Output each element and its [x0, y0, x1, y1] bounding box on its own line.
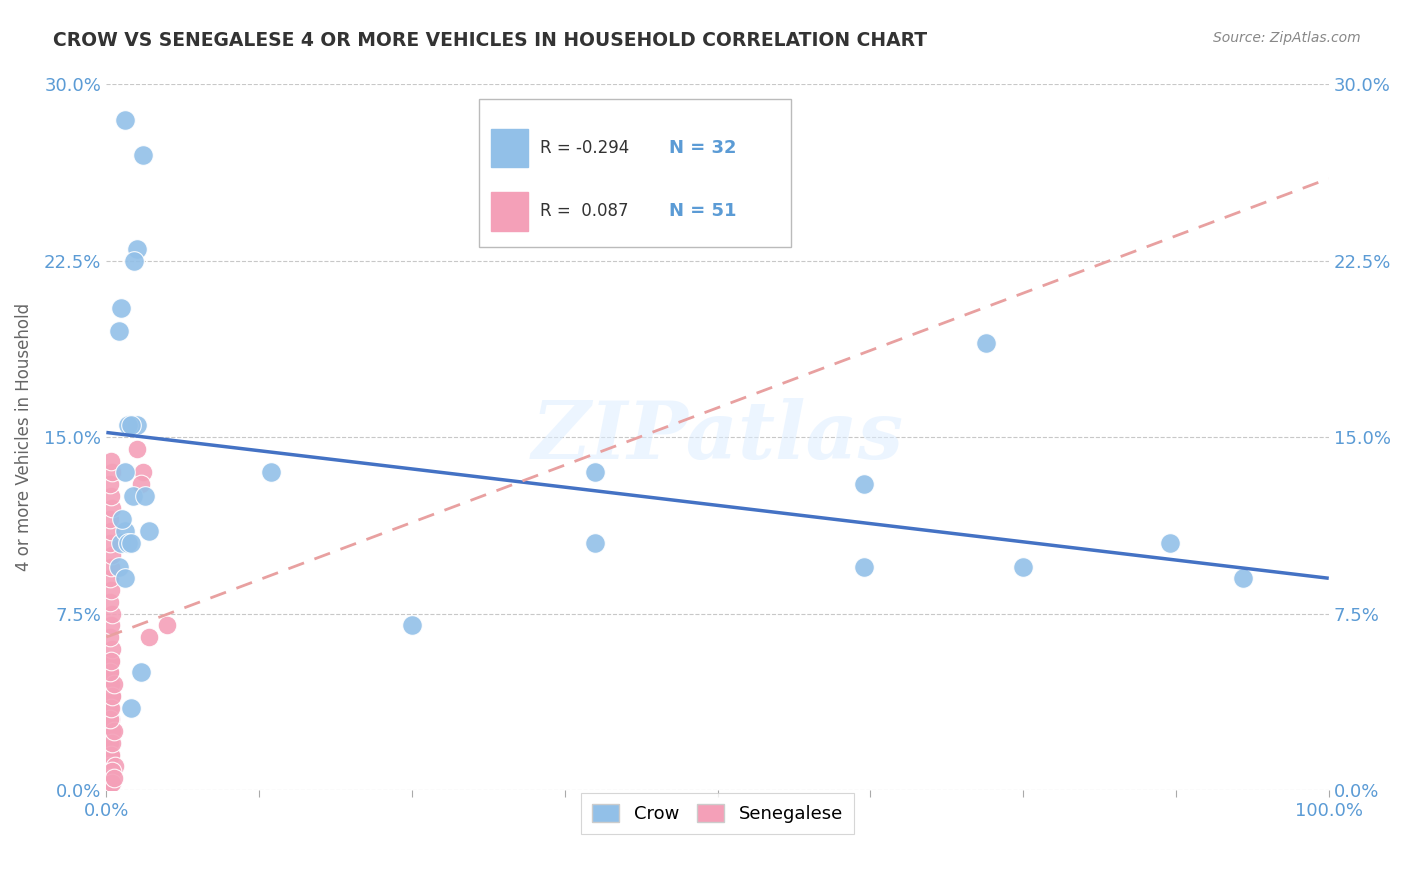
Point: [138, 524, 160, 539]
Point: [132, 148, 155, 162]
Point: [583, 466, 606, 480]
Point: [138, 630, 160, 644]
Point: [100, 559, 122, 574]
Point: [122, 489, 145, 503]
Legend: Crow, Senegalese: Crow, Senegalese: [581, 793, 853, 834]
Point: [98, 512, 121, 526]
Point: [110, 301, 132, 315]
Point: [101, 724, 124, 739]
Point: [114, 112, 136, 127]
Point: [120, 418, 142, 433]
Point: [103, 724, 125, 739]
Point: [101, 736, 124, 750]
Point: [100, 776, 122, 790]
Point: [1159, 536, 1181, 550]
Point: [101, 689, 124, 703]
Point: [98, 477, 121, 491]
Point: [103, 677, 125, 691]
Point: [104, 759, 127, 773]
Point: [260, 466, 283, 480]
Point: [125, 442, 148, 456]
Point: [125, 242, 148, 256]
Point: [583, 536, 606, 550]
Point: [125, 418, 148, 433]
Point: [98, 571, 121, 585]
Point: [101, 500, 124, 515]
Point: [100, 677, 122, 691]
Point: [129, 665, 152, 680]
Point: [100, 776, 122, 790]
Point: [98, 776, 121, 790]
Point: [98, 665, 121, 680]
Point: [110, 536, 132, 550]
Point: [120, 536, 142, 550]
Point: [134, 489, 156, 503]
Point: [98, 700, 121, 714]
Point: [100, 524, 122, 539]
Point: [100, 618, 122, 632]
Bar: [492, 128, 529, 168]
FancyBboxPatch shape: [479, 98, 792, 247]
Point: [98, 759, 121, 773]
Point: [98, 665, 121, 680]
Point: [117, 536, 139, 550]
Point: [124, 253, 146, 268]
Point: [101, 689, 124, 703]
Bar: [492, 192, 529, 231]
Point: [111, 512, 134, 526]
Point: [132, 466, 155, 480]
Point: [98, 630, 121, 644]
Point: [853, 559, 876, 574]
Point: [117, 418, 139, 433]
Point: [100, 654, 122, 668]
Point: [976, 336, 998, 351]
Point: [101, 466, 124, 480]
Point: [98, 736, 121, 750]
Text: R = -0.294: R = -0.294: [540, 139, 630, 157]
Point: [101, 641, 124, 656]
Point: [100, 582, 122, 597]
Text: N = 51: N = 51: [669, 202, 737, 220]
Point: [1012, 559, 1035, 574]
Text: ZIPatlas: ZIPatlas: [531, 399, 904, 476]
Y-axis label: 4 or more Vehicles in Household: 4 or more Vehicles in Household: [15, 303, 32, 571]
Point: [129, 477, 152, 491]
Point: [98, 771, 121, 785]
Point: [100, 453, 122, 467]
Point: [100, 700, 122, 714]
Point: [98, 712, 121, 726]
Point: [1232, 571, 1254, 585]
Point: [100, 489, 122, 503]
Point: [156, 618, 179, 632]
Point: [100, 712, 122, 726]
Text: Source: ZipAtlas.com: Source: ZipAtlas.com: [1213, 31, 1361, 45]
Point: [98, 759, 121, 773]
Point: [98, 595, 121, 609]
Text: N = 32: N = 32: [669, 139, 737, 157]
Point: [100, 654, 122, 668]
Text: CROW VS SENEGALESE 4 OR MORE VEHICLES IN HOUSEHOLD CORRELATION CHART: CROW VS SENEGALESE 4 OR MORE VEHICLES IN…: [53, 31, 928, 50]
Point: [101, 771, 124, 785]
Point: [120, 700, 142, 714]
Point: [101, 607, 124, 621]
Point: [103, 771, 125, 785]
Point: [98, 536, 121, 550]
Point: [853, 477, 876, 491]
Point: [114, 466, 136, 480]
Point: [100, 747, 122, 762]
Point: [107, 559, 129, 574]
Point: [101, 548, 124, 562]
Point: [101, 776, 124, 790]
Point: [401, 618, 423, 632]
Point: [114, 524, 136, 539]
Text: R =  0.087: R = 0.087: [540, 202, 628, 220]
Point: [107, 324, 129, 338]
Point: [114, 571, 136, 585]
Point: [101, 764, 124, 778]
Point: [100, 747, 122, 762]
